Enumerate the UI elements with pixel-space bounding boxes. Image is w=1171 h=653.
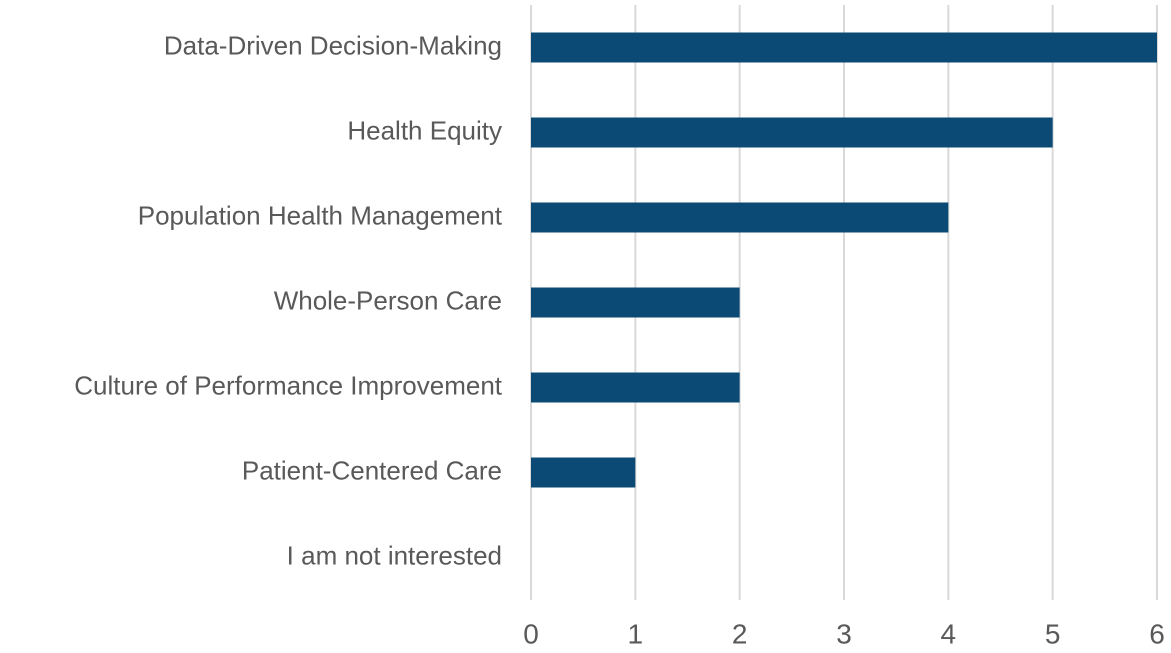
- y-tick-label: Population Health Management: [138, 200, 503, 230]
- bar: [531, 32, 1157, 63]
- bar: [531, 287, 740, 318]
- bar: [531, 117, 1053, 148]
- y-tick-label: Patient-Centered Care: [242, 455, 502, 485]
- x-tick-label: 0: [523, 618, 539, 649]
- x-tick-label: 2: [732, 618, 748, 649]
- y-tick-label: Data-Driven Decision-Making: [164, 30, 502, 60]
- y-tick-label: Health Equity: [347, 115, 502, 145]
- bar: [531, 202, 949, 233]
- bar: [531, 457, 636, 488]
- x-tick-label: 5: [1045, 618, 1061, 649]
- bar: [531, 372, 740, 403]
- x-tick-label: 3: [836, 618, 852, 649]
- x-tick-label: 4: [941, 618, 957, 649]
- y-tick-label: I am not interested: [287, 540, 502, 570]
- y-tick-label: Whole-Person Care: [274, 285, 502, 315]
- y-tick-label: Culture of Performance Improvement: [74, 370, 503, 400]
- x-tick-label: 1: [628, 618, 644, 649]
- x-tick-label: 6: [1149, 618, 1165, 649]
